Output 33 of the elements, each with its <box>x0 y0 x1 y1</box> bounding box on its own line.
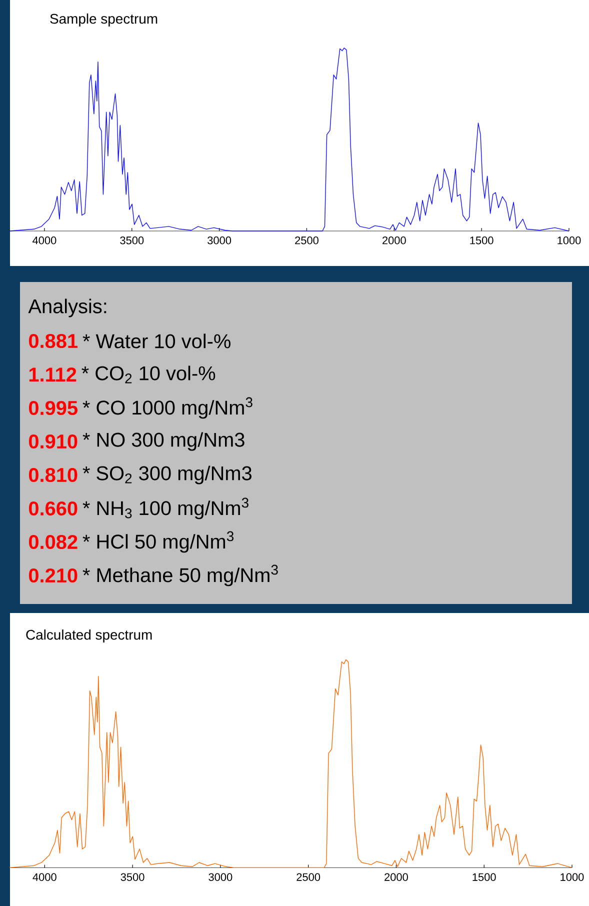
x-tick-label: 1500 <box>472 873 496 881</box>
text: 0.210 <box>28 568 78 583</box>
x-tick-label: 3500 <box>120 236 144 244</box>
text: Analysis: <box>28 298 106 318</box>
text: * Methane 50 mg/Nm$^{3}$ <box>82 564 278 586</box>
x-tick-label: 4000 <box>32 236 56 244</box>
x-tick-label: 1500 <box>470 236 494 244</box>
x-tick-label: 1000 <box>558 236 581 244</box>
chart-title: Sample spectrum <box>50 13 158 26</box>
x-tick-label: 3000 <box>208 873 232 881</box>
text: * Water 10 vol-% <box>82 334 230 348</box>
text: * CO$_{2}$ 10 vol-% <box>82 366 216 384</box>
x-tick-label: 2000 <box>382 236 406 244</box>
text: 0.881 <box>28 334 78 348</box>
x-tick-label: 3000 <box>208 236 232 244</box>
text: 0.082 <box>28 534 78 550</box>
text: 0.995 <box>28 400 78 416</box>
chart-title: Calculated spectrum <box>26 629 152 642</box>
text: * NH$_{3}$ 100 mg/Nm$^{3}$ <box>82 498 248 520</box>
text: 0.660 <box>28 501 78 516</box>
text: * SO$_{2}$ 300 mg/Nm3 <box>82 466 252 484</box>
text: 0.910 <box>28 434 78 449</box>
text: 0.810 <box>28 468 78 482</box>
x-tick-label: 1000 <box>560 873 584 881</box>
text: * CO 1000 mg/Nm$^{3}$ <box>82 397 252 419</box>
x-tick-label: 2000 <box>384 873 408 881</box>
x-tick-label: 2500 <box>296 873 320 881</box>
x-tick-label: 3500 <box>120 873 144 881</box>
text: * HCl 50 mg/Nm$^{3}$ <box>82 531 234 553</box>
x-tick-label: 2500 <box>295 236 318 244</box>
text: 1.112 <box>29 368 76 382</box>
text: * NO 300 mg/Nm3 <box>82 432 244 451</box>
x-tick-label: 4000 <box>32 873 56 881</box>
